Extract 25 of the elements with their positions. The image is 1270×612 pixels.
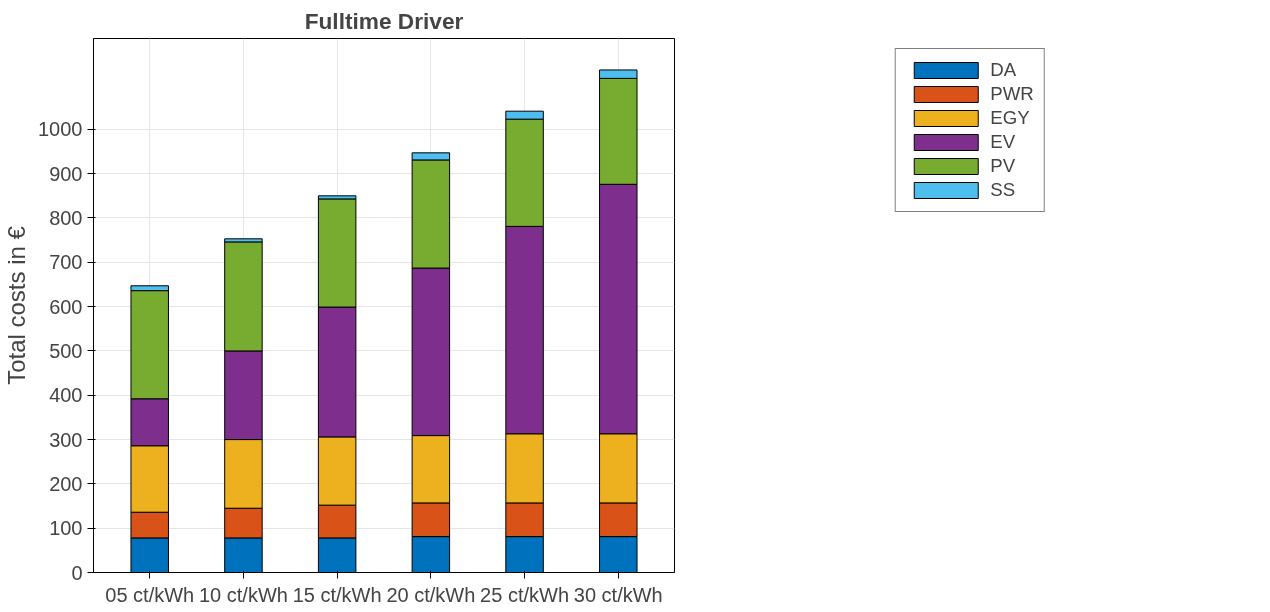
legend-label: SS (990, 179, 1016, 201)
y-tick-label: 0 (71, 561, 83, 584)
y-tick-label: 400 (49, 384, 83, 407)
y-tick-label: 900 (49, 162, 83, 185)
legend-label: EV (990, 131, 1016, 153)
chart-title: Fulltime Driver (304, 7, 464, 34)
y-tick-label: 300 (49, 428, 83, 451)
y-tick-label: 1000 (38, 118, 83, 141)
y-tick-label: 100 (49, 517, 83, 540)
legend-label: DA (990, 59, 1017, 81)
x-tick-label: 20 ct/kWh (386, 583, 476, 606)
x-tick-label: 25 ct/kWh (480, 583, 570, 606)
legend-label: PV (990, 155, 1016, 177)
x-tick-label: 30 ct/kWh (573, 583, 663, 606)
legend-label: PWR (990, 83, 1034, 105)
y-axis-title: Total costs in € (3, 225, 31, 385)
y-tick-label: 600 (49, 295, 83, 318)
y-tick-label: 500 (49, 339, 83, 362)
x-tick-label: 05 ct/kWh (105, 583, 195, 606)
y-tick-label: 800 (49, 206, 83, 229)
y-tick-label: 700 (49, 251, 83, 274)
y-tick-label: 200 (49, 472, 83, 495)
legend-label: EGY (990, 107, 1030, 129)
x-tick-label: 10 ct/kWh (198, 583, 288, 606)
x-tick-label: 15 ct/kWh (292, 583, 382, 606)
